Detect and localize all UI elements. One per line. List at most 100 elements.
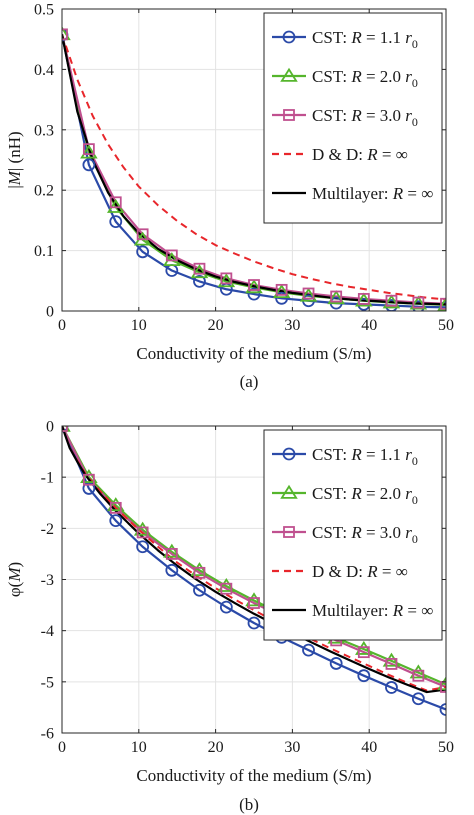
legend-label-part: r [405,106,412,125]
data-point [409,664,428,679]
data-point [302,287,315,300]
data-point [355,640,373,655]
legend-marker [280,67,298,82]
data-point [193,566,206,579]
y-tick-label: -3 [41,572,54,589]
legend-label-part: = ∞ [403,184,433,203]
data-point [82,473,95,486]
y-tick-label: 0.3 [34,122,54,139]
data-point [357,293,370,305]
legend-entry-4: D & D: R = ∞ [272,562,408,581]
legend-label-part: R [350,445,362,464]
legend-label-part: = 1.1 [362,445,406,464]
data-point [385,294,398,307]
legend-label-part: R [350,484,362,503]
data-point [62,26,71,41]
data-point [136,526,149,539]
x-tick-label: 40 [361,317,377,334]
legend-label-part: r [405,523,412,542]
data-point [440,297,446,310]
x-tick-label: 10 [131,317,147,334]
y-tick-label: -6 [41,726,54,743]
data-point [106,198,125,213]
series-group [62,26,446,311]
data-point [437,296,446,311]
y-axis-label-part: ) [5,562,24,568]
legend-label-part: CST: [312,67,351,86]
data-point [412,296,425,309]
legend-label-part: Multilayer: [312,184,393,203]
data-point [82,158,96,172]
data-point [248,597,260,609]
legend-label-part: D & D: [312,562,367,581]
data-point [411,692,425,706]
y-tick-label: 0 [46,419,54,436]
legend-label-part: CST: [312,445,351,464]
x-tick-label: 0 [58,739,66,756]
data-point [245,279,263,294]
data-point [190,264,209,279]
data-point [247,287,261,301]
x-tick-label: 0 [58,317,66,334]
x-tick-label: 50 [438,317,454,334]
data-point [190,562,209,577]
y-axis-label-part: M [5,567,24,583]
legend-label-part: r [405,484,412,503]
data-point [109,514,123,528]
legend-label-part: R [350,106,362,125]
legend-label-part: 0 [412,532,418,546]
legend-entry-5: Multilayer: R = ∞ [272,184,433,203]
legend-label-part: = 2.0 [362,484,406,503]
data-point [220,272,233,285]
legend-label-part: 0 [412,76,418,90]
legend-label-part: = 3.0 [362,523,406,542]
legend-label-part: 0 [412,454,418,468]
legend-label-part: r [405,67,412,86]
x-tick-label: 20 [208,739,224,756]
x-axis-label: Conductivity of the medium (S/m) [136,344,371,363]
x-tick-label: 50 [438,739,454,756]
series-line-4 [62,34,446,301]
series-line-1 [62,34,446,309]
y-tick-label: -2 [41,521,54,538]
data-point [385,658,398,670]
data-point [299,287,318,302]
legend-label-part: R [392,184,404,203]
y-tick-label: -1 [41,470,54,487]
legend-label: Multilayer: R = ∞ [312,184,433,203]
series-line-1 [62,426,446,711]
legend-label-part: = 3.0 [362,106,406,125]
data-point [217,273,236,288]
data-point [106,497,125,512]
legend-entry-1: CST: R = 1.1 r0 [272,28,418,51]
data-point [109,501,122,514]
y-tick-label: 0.5 [34,2,54,19]
legend-label: Multilayer: R = ∞ [312,601,433,620]
legend-label-part: R [366,562,378,581]
x-tick-label: 10 [131,739,147,756]
data-point [80,144,98,159]
data-point [109,196,122,209]
data-point [440,681,446,693]
data-point [385,681,398,694]
legend-entry-2: CST: R = 2.0 r0 [272,484,418,507]
x-tick-label: 30 [284,739,300,756]
legend-entry-1: CST: R = 1.1 r0 [272,445,418,468]
legend-label-part: R [350,28,362,47]
y-tick-label: 0 [46,304,54,321]
y-axis-label-part: | [5,185,24,188]
legend-entry-3: CST: R = 3.0 r0 [272,523,418,546]
legend-label: D & D: R = ∞ [312,562,408,581]
data-point [357,646,370,659]
series-line-3 [62,34,446,305]
y-tick-label: -5 [41,674,54,691]
legend-label: CST: R = 2.0 r0 [312,67,418,90]
legend-label-part: CST: [312,523,351,542]
legend-entry-4: D & D: R = ∞ [272,145,408,164]
legend-label: CST: R = 3.0 r0 [312,523,418,546]
data-point [193,275,206,288]
data-point [136,228,149,241]
data-point [272,284,291,299]
